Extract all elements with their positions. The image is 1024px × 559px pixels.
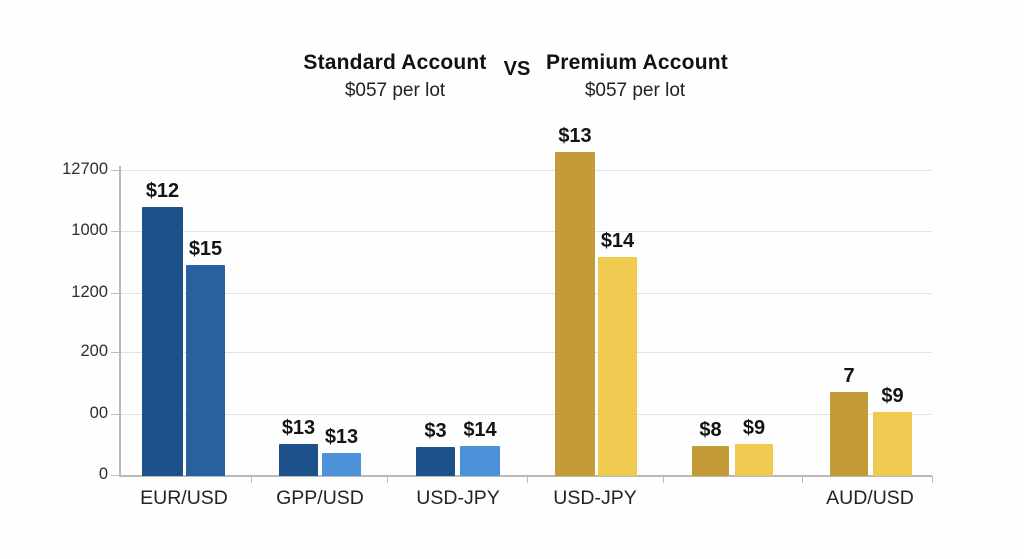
- gridline: [120, 231, 932, 232]
- bar-value-label: 7: [843, 365, 855, 387]
- bar: [186, 265, 225, 476]
- bar-value-label: $13: [281, 417, 316, 439]
- bar-value-label: $13: [324, 426, 359, 448]
- y-tick: [111, 170, 120, 171]
- gridline: [120, 352, 932, 353]
- x-tick: [387, 476, 388, 483]
- y-axis-label: 200: [80, 342, 108, 360]
- vs-label: VS: [503, 58, 531, 80]
- bar: [692, 446, 729, 476]
- chart-title-right: Premium Account: [546, 51, 728, 74]
- y-axis-label: 00: [89, 404, 108, 422]
- chart-subtitle-right: $057 per lot: [584, 80, 686, 101]
- chart-title-left: Standard Account: [303, 51, 487, 74]
- bar: [279, 444, 318, 476]
- bar: [142, 207, 183, 476]
- gridline: [120, 170, 932, 171]
- bar: [735, 444, 773, 476]
- y-axis-label: 12700: [62, 160, 108, 178]
- bar-value-label: $9: [881, 385, 904, 407]
- bar: [555, 152, 595, 476]
- x-axis-label: EUR/USD: [140, 487, 228, 509]
- x-axis-line: [120, 475, 932, 477]
- bar-value-label: $14: [600, 230, 635, 252]
- y-tick: [111, 231, 120, 232]
- bar: [416, 447, 455, 476]
- x-axis-label: USD-JPY: [416, 487, 500, 509]
- bar: [598, 257, 637, 476]
- bar: [873, 412, 912, 476]
- y-axis-label: 1000: [71, 221, 108, 239]
- bar-value-label: $15: [188, 238, 223, 260]
- gridline: [120, 293, 932, 294]
- x-tick: [663, 476, 664, 483]
- bar-value-label: $14: [463, 419, 497, 441]
- bar: [460, 446, 500, 476]
- x-tick: [932, 476, 933, 483]
- y-tick: [111, 475, 120, 476]
- bar-value-label: $8: [699, 419, 722, 441]
- x-tick: [251, 476, 252, 483]
- x-tick: [802, 476, 803, 483]
- y-axis-label: 0: [98, 465, 108, 483]
- x-axis-label: AUD/USD: [826, 487, 914, 509]
- x-axis-label: GPP/USD: [276, 487, 364, 509]
- x-axis-label: USD-JPY: [553, 487, 637, 509]
- bar-value-label: $13: [558, 125, 592, 147]
- bar-value-label: $12: [145, 180, 180, 202]
- x-tick: [527, 476, 528, 483]
- gridline: [120, 414, 932, 415]
- y-tick: [111, 352, 120, 353]
- y-axis-line: [119, 166, 121, 477]
- y-tick: [111, 414, 120, 415]
- y-tick: [111, 293, 120, 294]
- chart-subtitle-left: $057 per lot: [344, 80, 446, 101]
- bar-value-label: $3: [424, 420, 447, 442]
- bar-value-label: $9: [742, 417, 766, 439]
- y-axis-label: 1200: [71, 283, 108, 301]
- bar: [830, 392, 868, 476]
- bar: [322, 453, 361, 476]
